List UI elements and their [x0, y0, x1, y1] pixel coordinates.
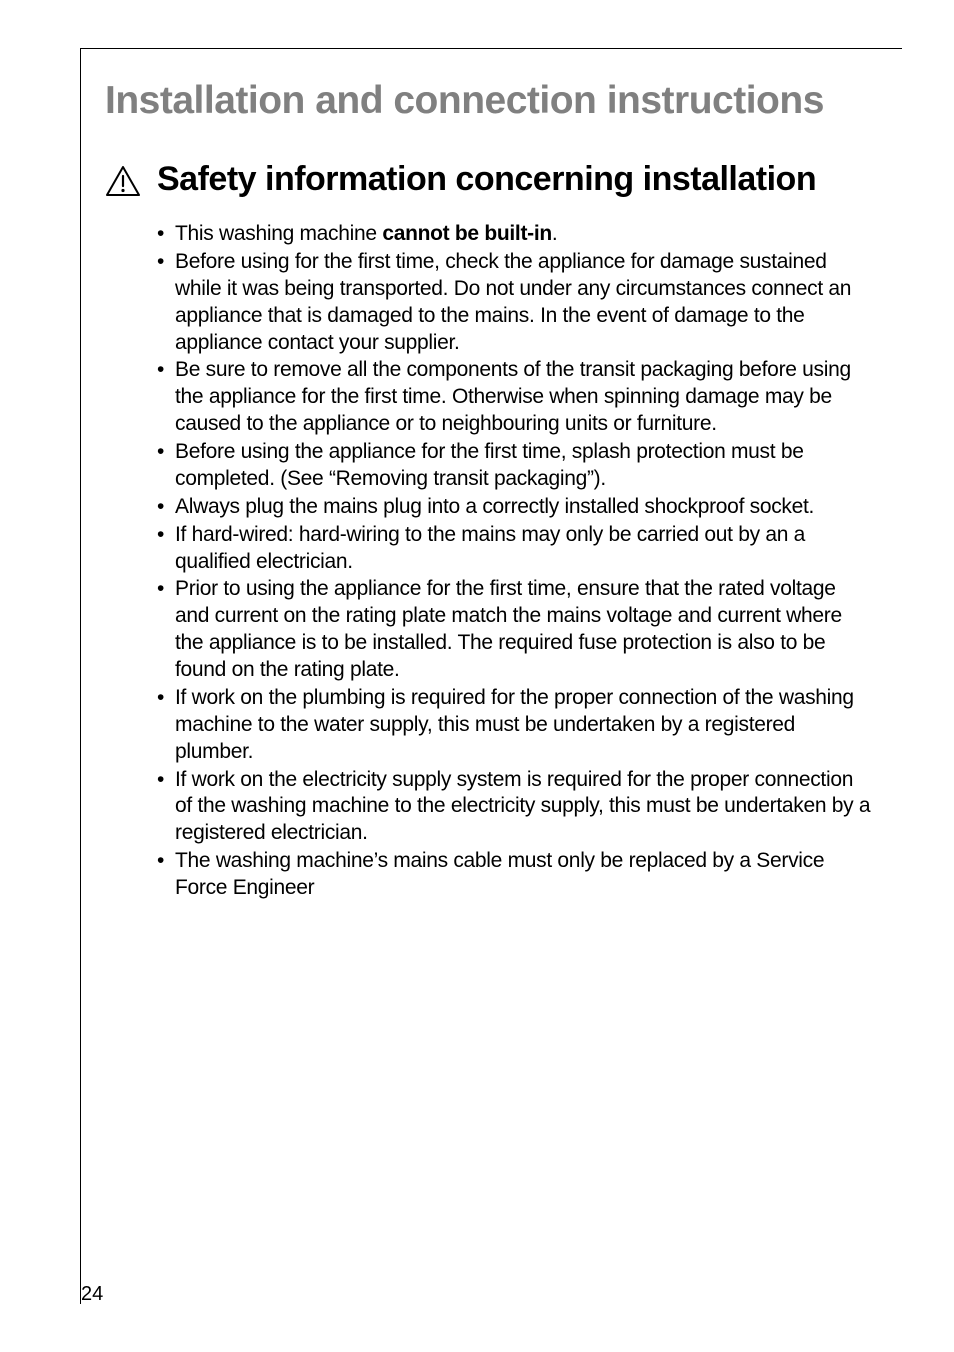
list-item: Before using the appliance for the first… — [157, 439, 872, 493]
warning-triangle-icon — [105, 165, 141, 197]
list-item: Before using for the first time, check t… — [157, 249, 872, 357]
list-item-text: Always plug the mains plug into a correc… — [175, 495, 814, 518]
content-area: Installation and connection instructions… — [81, 49, 902, 902]
list-item-text: If work on the plumbing is required for … — [175, 686, 854, 763]
list-item: Prior to using the appliance for the fir… — [157, 576, 872, 684]
page-title: Installation and connection instructions — [105, 79, 872, 123]
list-item-text: Prior to using the appliance for the fir… — [175, 577, 842, 681]
list-item-text: Before using the appliance for the first… — [175, 440, 804, 490]
list-item: The washing machine’s mains cable must o… — [157, 848, 872, 902]
list-item: If work on the plumbing is required for … — [157, 685, 872, 766]
bullet-list: This washing machine cannot be built-in.… — [157, 221, 872, 902]
list-item: Be sure to remove all the components of … — [157, 357, 872, 438]
list-item: This washing machine cannot be built-in. — [157, 221, 872, 248]
list-item-text: If hard-wired: hard-wiring to the mains … — [175, 523, 805, 573]
list-item-text: Be sure to remove all the components of … — [175, 358, 851, 435]
list-item-text-bold: cannot be built-in — [382, 222, 552, 245]
list-item-text: Before using for the first time, check t… — [175, 250, 851, 354]
section-heading: Safety information concerning installati… — [157, 159, 816, 199]
page-number: 24 — [81, 1283, 103, 1306]
list-item: If work on the electricity supply system… — [157, 767, 872, 848]
heading-row: Safety information concerning installati… — [105, 159, 872, 199]
list-item: If hard-wired: hard-wiring to the mains … — [157, 522, 872, 576]
page-frame: Installation and connection instructions… — [80, 48, 902, 1304]
list-item-text: The washing machine’s mains cable must o… — [175, 849, 824, 899]
list-item: Always plug the mains plug into a correc… — [157, 494, 872, 521]
list-item-text: If work on the electricity supply system… — [175, 768, 870, 845]
list-item-text-post: . — [552, 222, 558, 245]
list-item-text-pre: This washing machine — [175, 222, 382, 245]
